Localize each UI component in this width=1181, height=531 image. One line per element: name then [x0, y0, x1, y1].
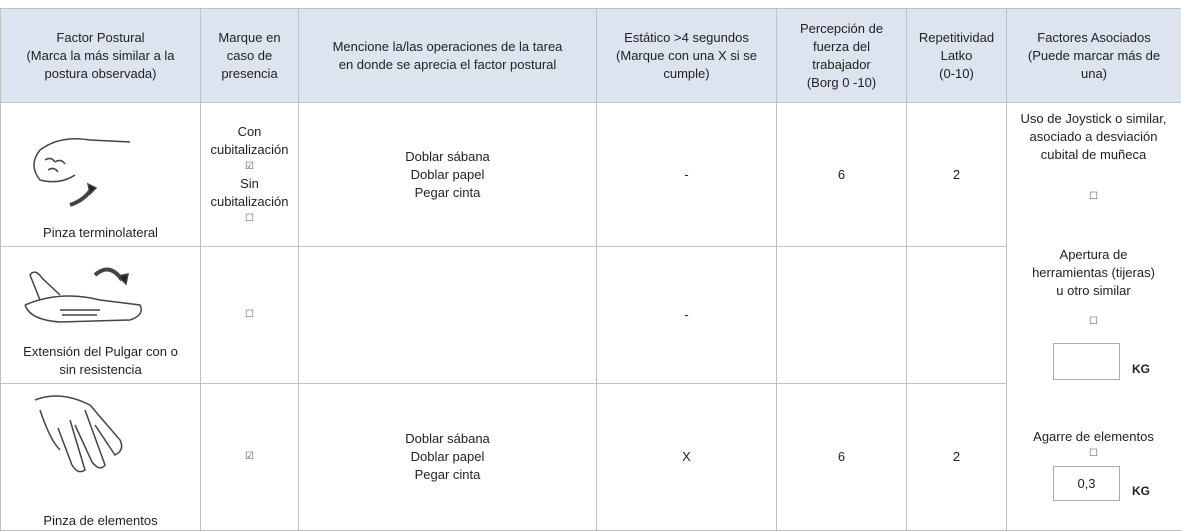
presence-text: cubitalización — [210, 193, 289, 209]
table-cell — [906, 246, 1007, 384]
factor-label: Pinza de elementos — [43, 513, 158, 528]
header-text: Mencione la/las operaciones de la tarea — [332, 38, 563, 54]
force-text: 6 — [837, 449, 846, 464]
header-text: caso de — [226, 47, 273, 63]
header-cell: Estático >4 segundos (Marque con una X si… — [596, 8, 777, 103]
operations-text: Doblar sábana — [405, 431, 490, 446]
header-text: Estático >4 segundos — [624, 29, 749, 45]
repetition-text: 2 — [952, 166, 961, 182]
table-cell: - — [596, 246, 777, 384]
table-cell: Con cubitalización ☑ Sin cubitalización ☐ — [200, 102, 299, 247]
static-text: - — [684, 166, 689, 182]
unit-label: KG — [1132, 484, 1150, 498]
associated-text: herramientas (tijeras) — [1032, 265, 1155, 280]
presence-text: Sin — [240, 175, 259, 191]
header-text: cumple) — [663, 65, 710, 81]
checkbox: ☐ — [1089, 316, 1098, 327]
header-text: presencia — [221, 65, 278, 81]
checkbox: ☑ — [245, 451, 254, 462]
input-box: 0,3 — [1053, 466, 1120, 501]
input-value: 0,3 — [1077, 476, 1096, 491]
header-text: Factores Asociados — [1037, 29, 1151, 45]
page: (() => { const data = JSON.parse(documen… — [0, 8, 1181, 531]
table-cell: Doblar sábana Doblar papel Pegar cinta — [298, 383, 597, 531]
table-cell: Pinza terminolateral — [0, 102, 201, 247]
table-cell: ☑ — [200, 383, 299, 531]
unit-label: KG — [1132, 362, 1150, 376]
table-cell: Doblar sábana Doblar papel Pegar cinta — [298, 102, 597, 247]
header-text: (Marca la más similar a la — [26, 47, 175, 63]
associated-text: Uso de Joystick o similar, — [1020, 111, 1167, 126]
header-cell: Factor Postural (Marca la más similar a l… — [0, 8, 201, 103]
input-box — [1053, 343, 1120, 380]
header-text: Percepción de — [799, 20, 884, 36]
header-cell: Factores Asociados (Puede marcar más de un… — [1006, 8, 1181, 103]
associated-factor: Uso de Joystick o similar, asociado a des… — [1006, 110, 1181, 164]
associated-text: Agarre de elementos — [1033, 429, 1154, 444]
header-text: (Puede marcar más de — [1027, 47, 1161, 63]
header-cell: Percepción de fuerza del trabajador (Borg 0… — [776, 8, 907, 103]
header-text: (Borg 0 -10) — [806, 74, 877, 90]
table-cell: 6 — [776, 102, 907, 247]
presence-text: Con — [237, 123, 262, 139]
checkbox: ☐ — [245, 212, 254, 224]
associated-text: asociado a desviación — [1029, 129, 1158, 144]
header-cell: Repetitividad Latko (0-10) — [906, 8, 1007, 103]
header-text: (0-10) — [939, 65, 974, 81]
factor-label: Pinza terminolateral — [43, 225, 158, 240]
header-text: (Marque con una X si se — [616, 47, 757, 63]
header-text: Repetitividad — [918, 29, 995, 45]
header-text: postura observada) — [44, 65, 157, 81]
header-cell: Marque en caso de presencia — [200, 8, 299, 103]
header-text: en donde se aprecia el factor postural — [338, 56, 557, 72]
table-cell: - — [596, 102, 777, 247]
table-cell: Pinza de elementos — [0, 383, 201, 531]
static-text: - — [684, 307, 689, 322]
operations-text: Pegar cinta — [414, 467, 481, 482]
static-text: X — [682, 449, 691, 464]
factor-label: Extensión del Pulgar con o — [23, 344, 178, 359]
checkbox: ☐ — [1089, 191, 1098, 202]
header-text: trabajador — [812, 56, 871, 72]
checkbox: ☑ — [245, 160, 254, 172]
table-cell: 2 — [906, 102, 1007, 247]
associated-factor: Agarre de elementos — [1006, 428, 1181, 446]
table-cell: ☐ — [200, 246, 299, 384]
table-cell: 6 — [776, 383, 907, 531]
presence-text: cubitalización — [210, 141, 289, 157]
table-cell: 2 — [906, 383, 1007, 531]
operations-text: Pegar cinta — [414, 184, 481, 200]
header-text: Factor Postural — [56, 29, 145, 45]
table-cell — [776, 246, 907, 384]
operations-text: Doblar papel — [410, 166, 485, 182]
operations-text: Doblar papel — [410, 449, 485, 464]
associated-factor: Apertura de herramientas (tijeras) u otro … — [1006, 246, 1181, 300]
table-cell: Extensión del Pulgar con o sin resistenci… — [0, 246, 201, 384]
associated-text: cubital de muñeca — [1040, 147, 1147, 162]
factor-label: sin resistencia — [59, 362, 142, 377]
force-text: 6 — [837, 166, 846, 182]
header-cell: Mencione la/las operaciones de la tarea e… — [298, 8, 597, 103]
operations-text: Doblar sábana — [405, 148, 490, 164]
associated-text: Apertura de — [1059, 247, 1128, 262]
header-text: fuerza del — [812, 38, 871, 54]
table-cell — [298, 246, 597, 384]
repetition-text: 2 — [952, 449, 961, 464]
header-text: una) — [1080, 65, 1108, 81]
checkbox: ☐ — [1089, 448, 1098, 459]
table-cell: X — [596, 383, 777, 531]
header-text: Marque en — [218, 29, 281, 45]
associated-text: u otro similar — [1056, 283, 1131, 298]
header-text: Latko — [940, 47, 973, 63]
checkbox: ☐ — [245, 309, 254, 320]
